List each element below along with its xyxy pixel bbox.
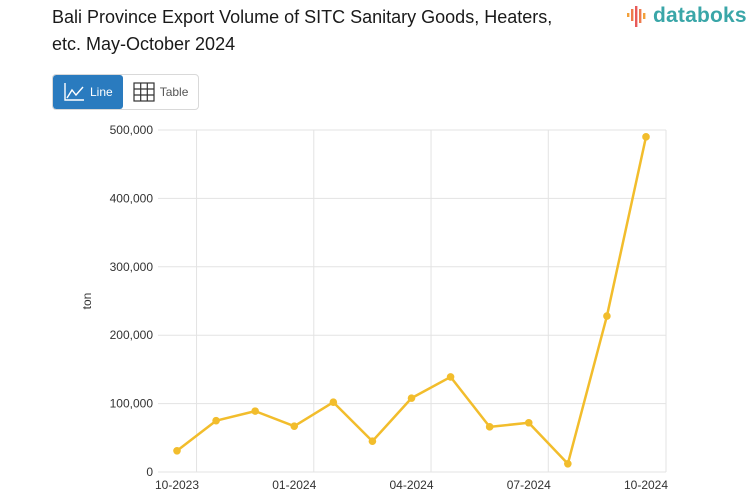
x-tick-label: 04-2024 (389, 478, 433, 492)
y-axis: 0 100,000 200,000 300,000 400,000 500,000 (110, 123, 154, 479)
x-tick-label: 10-2023 (155, 478, 199, 492)
table-grid-icon (133, 82, 155, 102)
data-point[interactable] (368, 437, 377, 446)
data-point[interactable] (173, 446, 181, 455)
data-point[interactable] (212, 416, 220, 425)
data-point[interactable] (642, 133, 650, 141)
databoks-logo: databoks (626, 3, 747, 29)
logo-bars-icon (627, 6, 646, 27)
line-view-button[interactable]: Line (53, 75, 123, 109)
chart-title: Bali Province Export Volume of SITC Sani… (52, 7, 553, 54)
y-tick-label: 200,000 (110, 328, 154, 342)
data-point[interactable] (251, 407, 259, 415)
data-point[interactable] (290, 422, 299, 430)
data-point[interactable] (524, 418, 533, 427)
data-point[interactable] (564, 459, 572, 468)
y-tick-label: 300,000 (110, 260, 154, 274)
x-axis: 10-2023 01-2024 04-2024 07-2024 10-2024 (155, 478, 668, 492)
view-toggle: Line Table (52, 74, 200, 110)
data-point[interactable] (407, 394, 416, 402)
x-tick-label: 07-2024 (507, 478, 551, 492)
y-tick-label: 500,000 (110, 123, 154, 137)
y-tick-label: 100,000 (110, 397, 154, 411)
y-tick-label: 400,000 (110, 191, 154, 205)
y-tick-label: 0 (146, 465, 153, 479)
table-view-button[interactable]: Table (123, 75, 199, 109)
line-chart-icon (64, 83, 84, 101)
x-tick-label: 01-2024 (272, 478, 316, 492)
series-line (176, 136, 648, 466)
data-point[interactable] (446, 373, 455, 381)
data-point[interactable] (485, 423, 494, 431)
data-series (173, 133, 650, 468)
y-axis-label: ton (80, 293, 94, 310)
x-tick-label: 10-2024 (624, 478, 668, 492)
data-point[interactable] (603, 312, 611, 320)
data-point[interactable] (329, 398, 338, 407)
table-view-label: Table (159, 85, 189, 99)
logo-text: databoks (653, 4, 747, 27)
chart-grid (158, 129, 667, 473)
line-view-label: Line (90, 85, 113, 99)
